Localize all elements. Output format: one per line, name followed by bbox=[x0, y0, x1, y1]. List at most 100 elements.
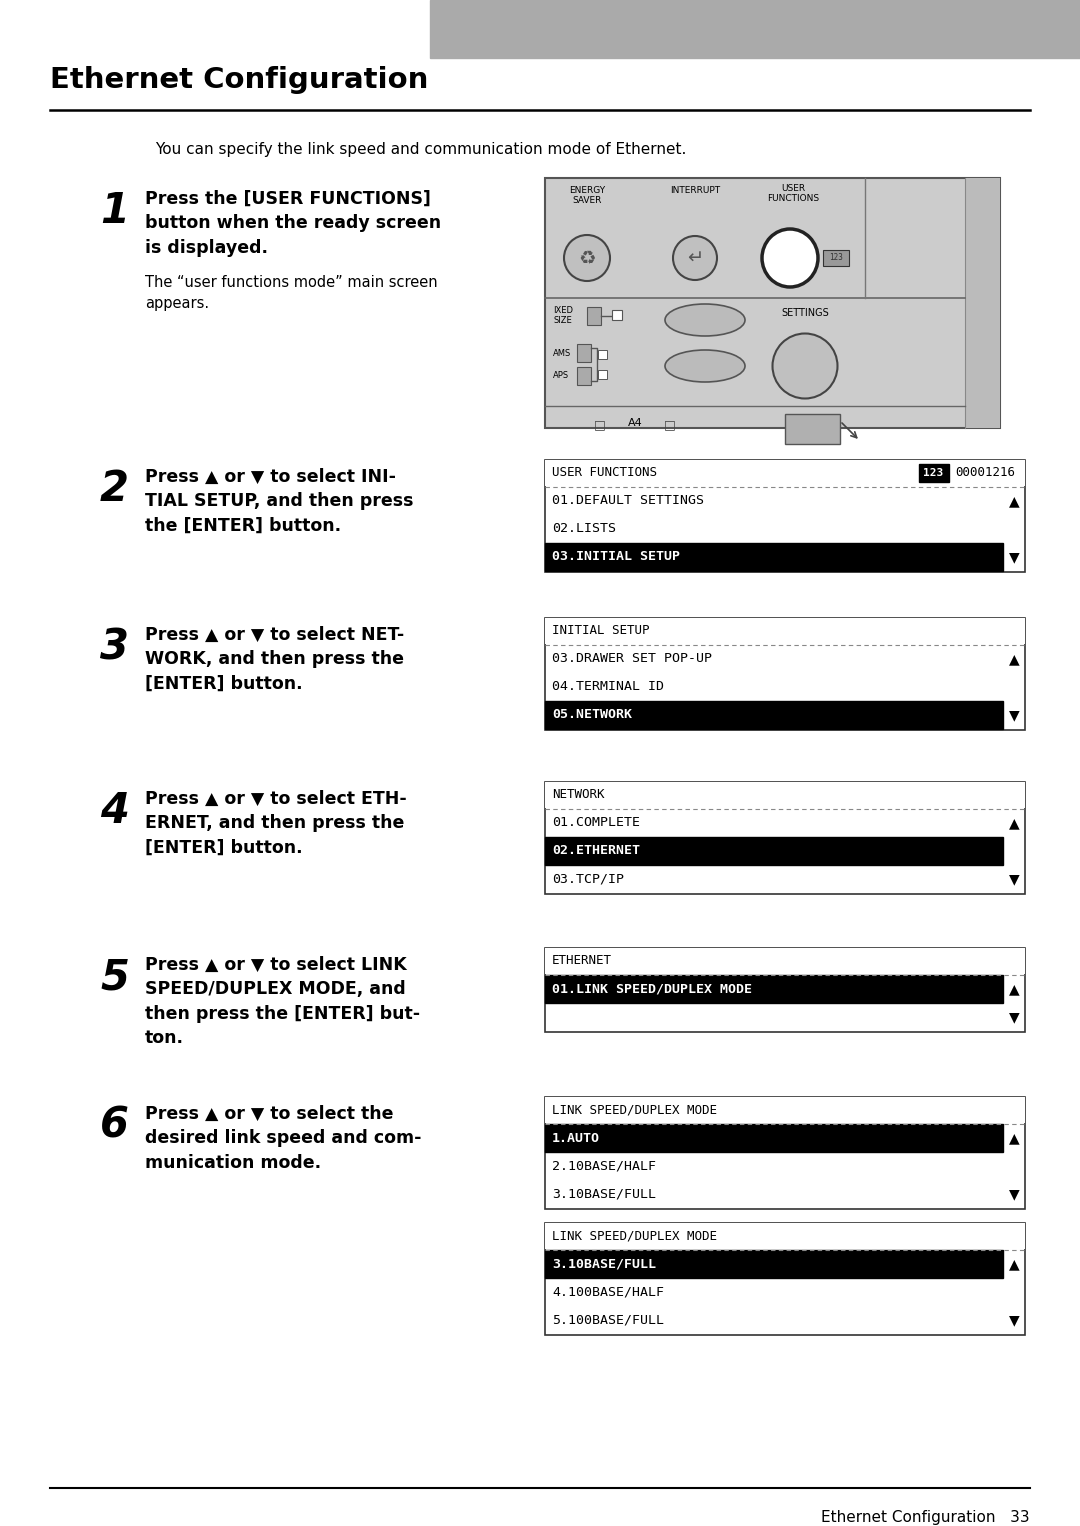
Bar bbox=[545, 781, 1025, 807]
Text: ▼: ▼ bbox=[1009, 1312, 1020, 1328]
Text: AMS: AMS bbox=[553, 348, 571, 357]
Bar bbox=[919, 464, 948, 482]
Bar bbox=[545, 948, 1025, 974]
Bar bbox=[545, 1125, 1003, 1152]
Ellipse shape bbox=[665, 349, 745, 382]
Text: IXED
SIZE: IXED SIZE bbox=[553, 307, 573, 325]
Text: 05.NETWORK: 05.NETWORK bbox=[552, 708, 632, 722]
Text: Ethernet Configuration   33: Ethernet Configuration 33 bbox=[822, 1511, 1030, 1524]
Text: □: □ bbox=[664, 418, 676, 430]
Text: ▲: ▲ bbox=[1009, 652, 1020, 665]
Text: 3: 3 bbox=[100, 626, 129, 668]
Text: ▲: ▲ bbox=[1009, 1131, 1020, 1144]
Text: 123: 123 bbox=[829, 253, 842, 262]
Text: 3.10BASE/FULL: 3.10BASE/FULL bbox=[552, 1257, 656, 1271]
Bar bbox=[545, 618, 1025, 729]
Text: 4.100BASE/HALF: 4.100BASE/HALF bbox=[552, 1285, 664, 1299]
Text: ▼: ▼ bbox=[1009, 708, 1020, 722]
Text: 02.LISTS: 02.LISTS bbox=[552, 522, 616, 536]
Text: Ethernet Configuration: Ethernet Configuration bbox=[50, 66, 429, 95]
Text: 03.INITIAL SETUP: 03.INITIAL SETUP bbox=[552, 551, 680, 563]
Text: You can specify the link speed and communication mode of Ethernet.: You can specify the link speed and commu… bbox=[156, 142, 687, 157]
Text: ↵: ↵ bbox=[687, 249, 703, 267]
Text: 123: 123 bbox=[923, 468, 944, 478]
Text: ETHERNET: ETHERNET bbox=[552, 954, 612, 967]
Text: The “user functions mode” main screen
appears.: The “user functions mode” main screen ap… bbox=[145, 275, 437, 311]
Text: 6: 6 bbox=[100, 1105, 129, 1148]
Ellipse shape bbox=[665, 304, 745, 336]
Text: 03.DRAWER SET POP-UP: 03.DRAWER SET POP-UP bbox=[552, 653, 712, 665]
Text: LINK SPEED/DUPLEX MODE: LINK SPEED/DUPLEX MODE bbox=[552, 1103, 717, 1117]
Text: 00001216: 00001216 bbox=[955, 467, 1015, 479]
Text: APS: APS bbox=[553, 371, 569, 380]
Ellipse shape bbox=[772, 334, 837, 398]
Bar bbox=[545, 781, 1025, 894]
Text: 1: 1 bbox=[100, 191, 129, 232]
Text: ♻: ♻ bbox=[578, 249, 596, 267]
Bar bbox=[545, 1097, 1025, 1209]
Bar bbox=[545, 179, 1000, 427]
Text: A4: A4 bbox=[627, 418, 643, 427]
Bar bbox=[545, 1222, 1025, 1335]
Text: 3.10BASE/FULL: 3.10BASE/FULL bbox=[552, 1187, 656, 1201]
Text: Press ▲ or ▼ to select ETH-
ERNET, and then press the
[ENTER] button.: Press ▲ or ▼ to select ETH- ERNET, and t… bbox=[145, 790, 407, 856]
Text: ▲: ▲ bbox=[1009, 816, 1020, 830]
Bar bbox=[612, 310, 622, 320]
Bar bbox=[545, 1222, 1025, 1248]
Bar bbox=[545, 700, 1003, 729]
Bar bbox=[545, 1250, 1003, 1277]
Bar bbox=[545, 836, 1003, 865]
Text: INITIAL SETUP: INITIAL SETUP bbox=[552, 624, 649, 638]
Bar bbox=[823, 250, 849, 266]
Text: ▼: ▼ bbox=[1009, 1187, 1020, 1201]
Ellipse shape bbox=[673, 237, 717, 279]
Bar bbox=[545, 975, 1003, 1003]
Text: 04.TERMINAL ID: 04.TERMINAL ID bbox=[552, 681, 664, 693]
Text: 01.COMPLETE: 01.COMPLETE bbox=[552, 816, 640, 830]
Text: ▲: ▲ bbox=[1009, 983, 1020, 996]
Text: □: □ bbox=[594, 418, 606, 430]
Text: LINK SPEED/DUPLEX MODE: LINK SPEED/DUPLEX MODE bbox=[552, 1230, 717, 1242]
Text: USER FUNCTIONS: USER FUNCTIONS bbox=[552, 467, 657, 479]
Text: 02.ETHERNET: 02.ETHERNET bbox=[552, 844, 640, 858]
Text: USER
FUNCTIONS: USER FUNCTIONS bbox=[767, 185, 819, 203]
Text: ▼: ▼ bbox=[1009, 549, 1020, 565]
Text: Press ▲ or ▼ to select NET-
WORK, and then press the
[ENTER] button.: Press ▲ or ▼ to select NET- WORK, and th… bbox=[145, 626, 404, 693]
Text: Press ▲ or ▼ to select the
desired link speed and com-
munication mode.: Press ▲ or ▼ to select the desired link … bbox=[145, 1105, 421, 1172]
Text: Press the [USER FUNCTIONS]
button when the ready screen
is displayed.: Press the [USER FUNCTIONS] button when t… bbox=[145, 191, 441, 256]
Bar bbox=[588, 307, 600, 325]
Bar bbox=[430, 0, 1080, 58]
Text: NETWORK: NETWORK bbox=[552, 789, 605, 801]
Text: 01.LINK SPEED/DUPLEX MODE: 01.LINK SPEED/DUPLEX MODE bbox=[552, 983, 752, 995]
Text: INTERRUPT: INTERRUPT bbox=[670, 186, 720, 195]
Text: 5: 5 bbox=[100, 955, 129, 998]
Text: 5.100BASE/FULL: 5.100BASE/FULL bbox=[552, 1314, 664, 1326]
Ellipse shape bbox=[762, 229, 818, 287]
Bar bbox=[966, 179, 1000, 427]
Text: 4: 4 bbox=[100, 790, 129, 832]
Text: 2.10BASE/HALF: 2.10BASE/HALF bbox=[552, 1160, 656, 1172]
Bar bbox=[785, 414, 840, 444]
Bar bbox=[545, 459, 1025, 485]
Text: SETTINGS: SETTINGS bbox=[781, 308, 828, 317]
Bar bbox=[545, 1097, 1025, 1123]
Text: ▼: ▼ bbox=[1009, 871, 1020, 887]
Bar bbox=[598, 349, 607, 359]
Text: 03.TCP/IP: 03.TCP/IP bbox=[552, 873, 624, 885]
Text: ENERGY
SAVER: ENERGY SAVER bbox=[569, 186, 605, 206]
Text: 1.AUTO: 1.AUTO bbox=[552, 1131, 600, 1144]
Text: 01.DEFAULT SETTINGS: 01.DEFAULT SETTINGS bbox=[552, 494, 704, 508]
Bar bbox=[577, 366, 591, 385]
Text: Press ▲ or ▼ to select INI-
TIAL SETUP, and then press
the [ENTER] button.: Press ▲ or ▼ to select INI- TIAL SETUP, … bbox=[145, 468, 414, 534]
Bar bbox=[545, 543, 1003, 571]
Bar bbox=[545, 948, 1025, 1032]
Text: Press ▲ or ▼ to select LINK
SPEED/DUPLEX MODE, and
then press the [ENTER] but-
t: Press ▲ or ▼ to select LINK SPEED/DUPLEX… bbox=[145, 955, 420, 1047]
Text: ▲: ▲ bbox=[1009, 494, 1020, 508]
Bar bbox=[545, 618, 1025, 644]
Text: ▼: ▼ bbox=[1009, 1010, 1020, 1024]
Ellipse shape bbox=[564, 235, 610, 281]
Text: 2: 2 bbox=[100, 468, 129, 510]
Text: ▲: ▲ bbox=[1009, 1257, 1020, 1271]
Bar bbox=[598, 369, 607, 378]
Bar bbox=[577, 343, 591, 362]
